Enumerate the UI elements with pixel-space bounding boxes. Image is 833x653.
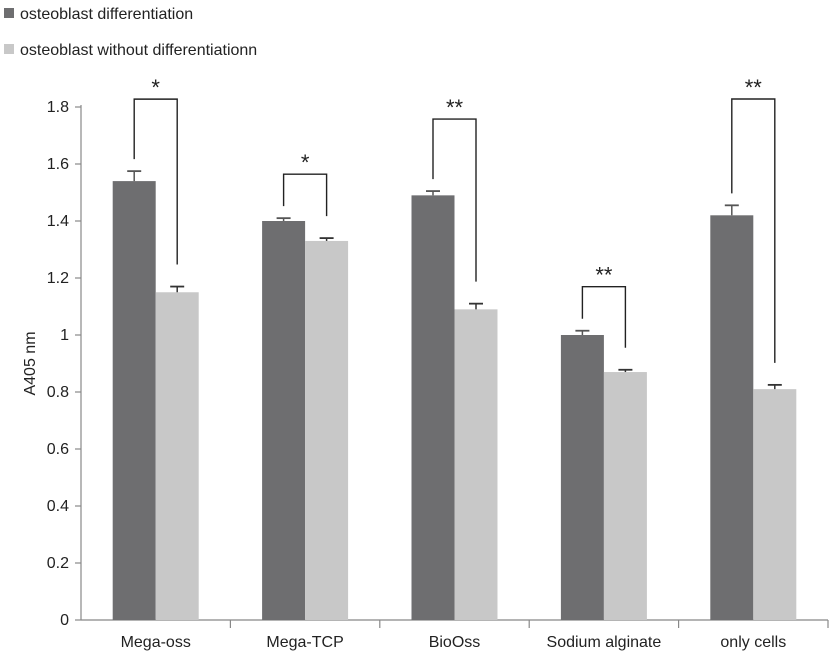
significance-bracket [282,173,328,217]
legend-label: osteoblast without differentiationn [20,42,257,59]
bars [112,170,797,621]
y-tick-label: 0.4 [47,498,69,515]
axes: 0 0.2 0.4 0.6 0.8 1 1.2 1.4 1.6 1.8 Mega-oss Mega-T… [22,99,829,651]
y-tick-label: 0.6 [47,441,69,458]
legend: osteoblast differentiation osteoblast wit… [4,6,257,59]
x-tick-label: Mega-TCP [266,634,343,651]
y-tick-label: 1.2 [47,270,69,287]
x-tick-label: Mega-oss [121,634,191,651]
bar [262,221,306,620]
bar [112,181,156,620]
bar [753,389,797,620]
y-tick-label: 1 [60,327,69,344]
y-tick-label: 0 [60,612,69,629]
x-tick-label: only cells [720,634,786,651]
bar [710,215,754,621]
legend-label: osteoblast differentiation [20,6,193,23]
significance-label: ** [745,75,763,100]
x-tick-label: BioOss [429,634,481,651]
significance-bracket [432,118,477,282]
significance-label: ** [446,95,464,120]
bar [155,292,199,620]
legend-swatch [4,44,14,54]
y-tick-label: 1.6 [47,156,69,173]
significance-label: ** [595,263,613,288]
significance-bracket [133,98,178,265]
x-tick-label: Sodium alginate [547,634,662,651]
significance-brackets: ******** [133,75,776,363]
significance-bracket [581,286,627,348]
y-axis-title: A405 nm [22,331,39,395]
legend-swatch [4,8,14,18]
y-tick-label: 1.4 [47,213,69,230]
bar [603,372,647,620]
y-tick-label: 0.8 [47,384,69,401]
bar [454,309,498,620]
significance-label: * [151,75,160,100]
bar [411,195,455,620]
significance-bracket [731,98,776,363]
bar [560,335,604,620]
significance-label: * [301,150,310,175]
y-tick-label: 1.8 [47,99,69,116]
bar [305,240,349,620]
y-tick-label: 0.2 [47,555,69,572]
